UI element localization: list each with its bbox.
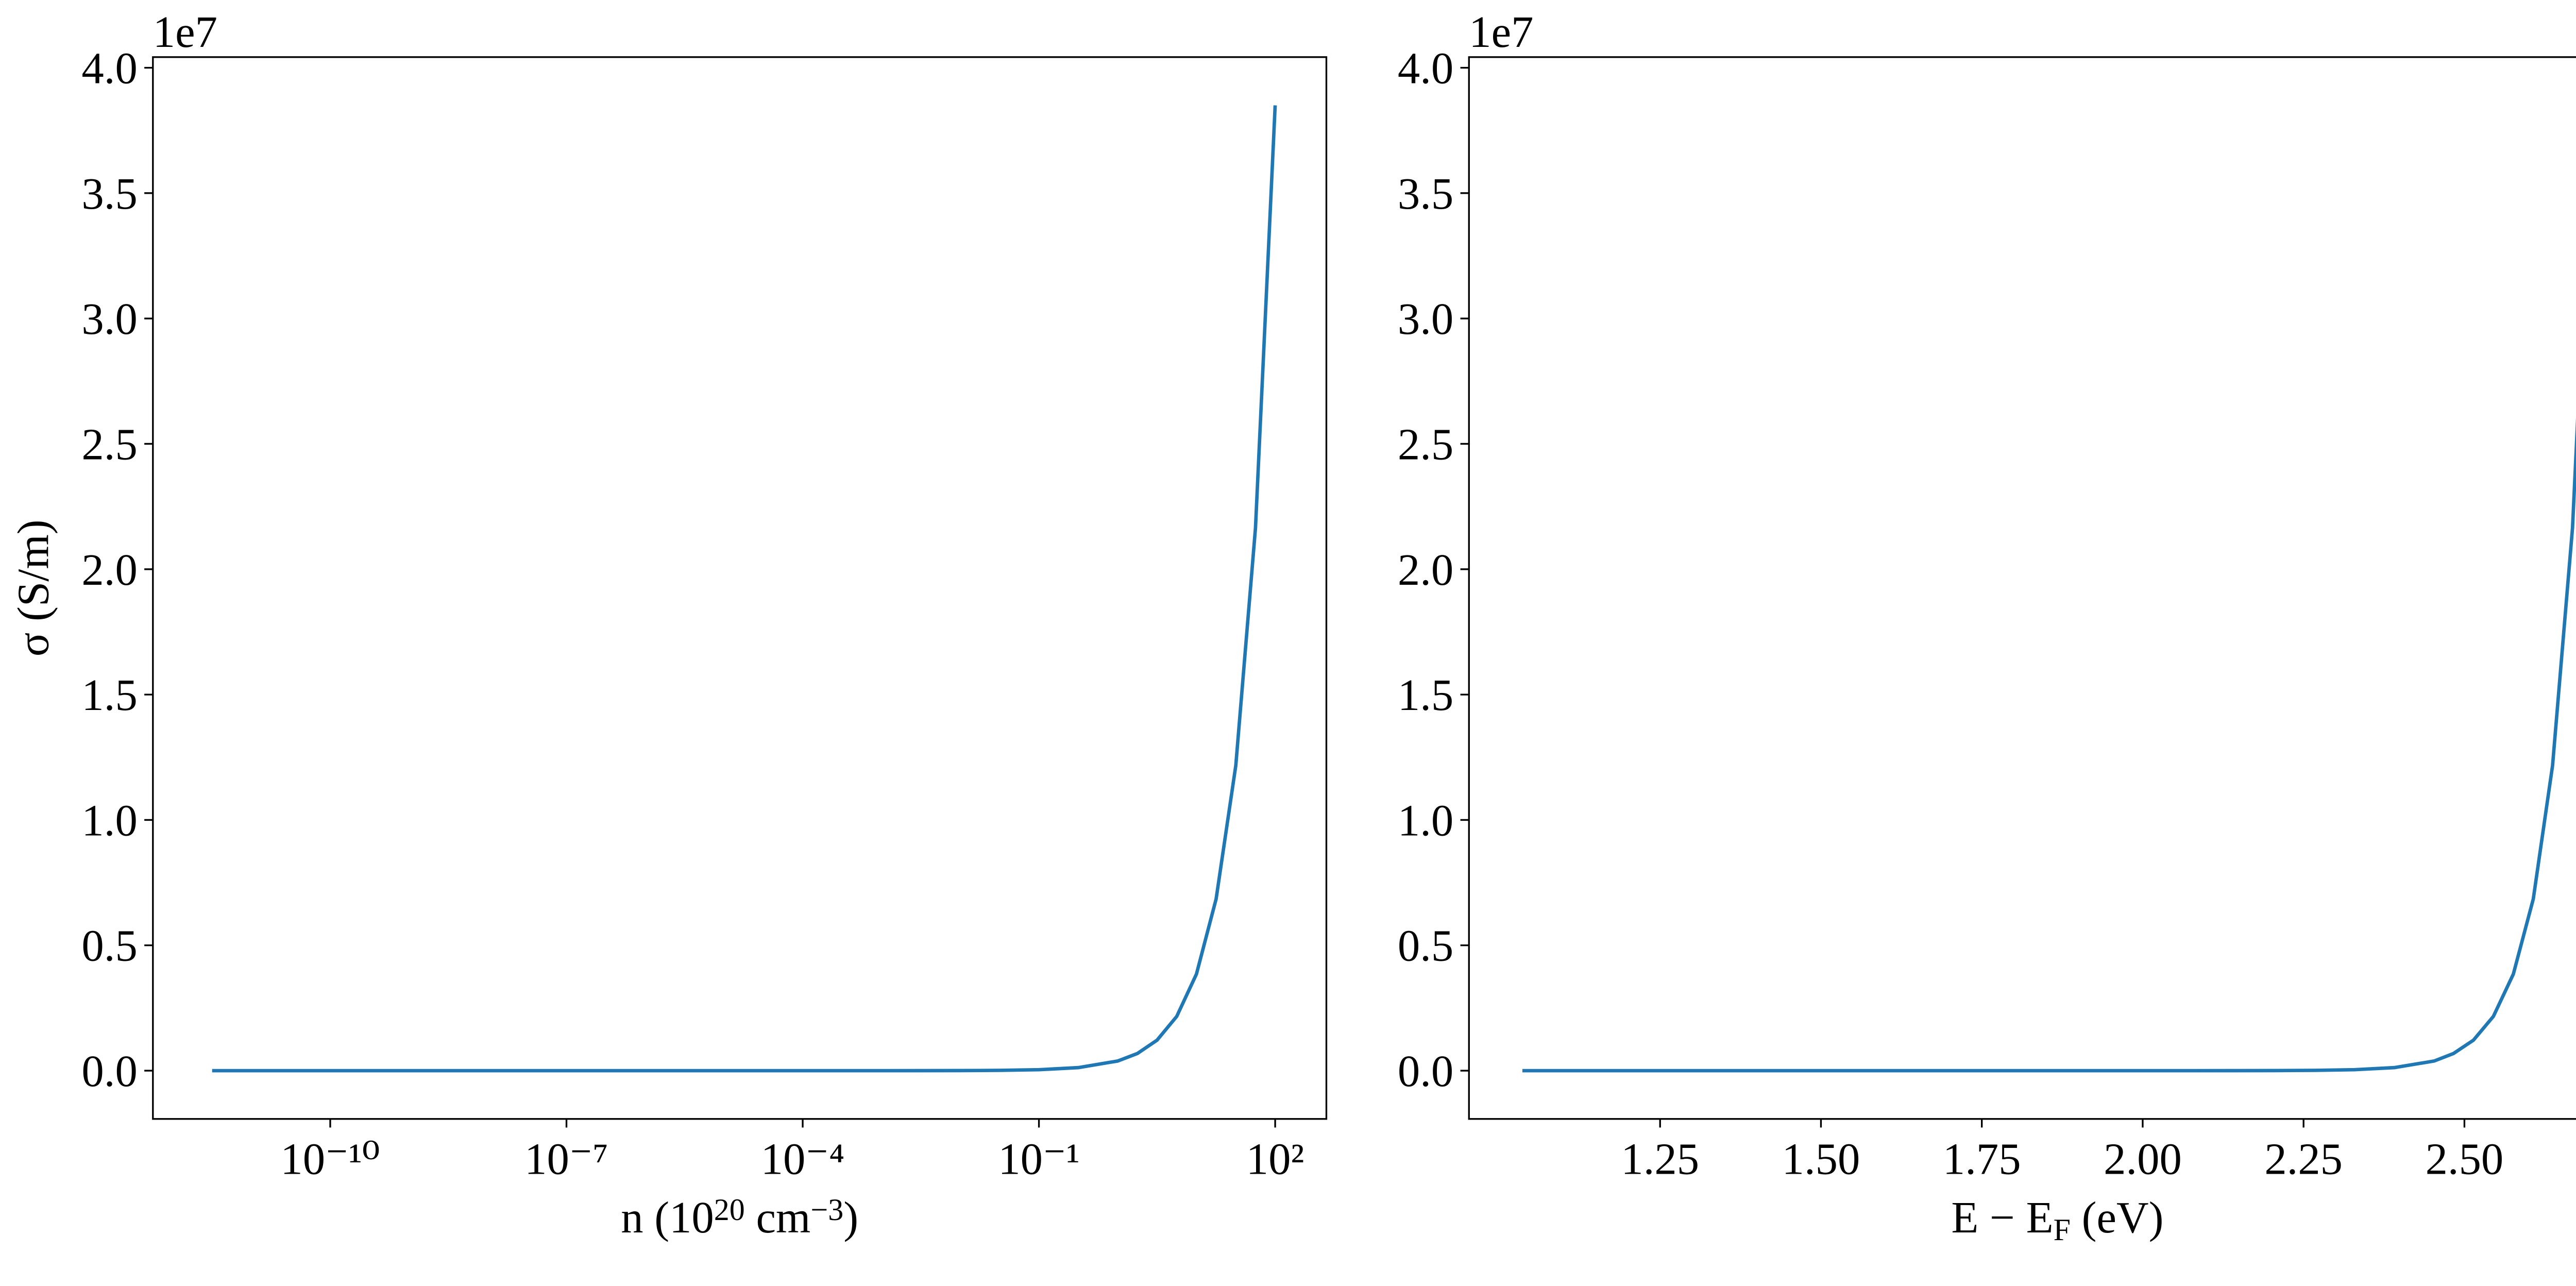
x-tick-label: 10⁻¹⁰ xyxy=(280,1134,380,1183)
x-axis-label-part: ) xyxy=(843,1193,858,1242)
axes-frame xyxy=(152,56,1328,1120)
x-axis-label-part: E − E xyxy=(1951,1193,2053,1242)
y-tick-label: 0.5 xyxy=(1398,921,1453,971)
x-tick-label: 2.50 xyxy=(2426,1134,2504,1183)
x-tick-label: 10⁻¹ xyxy=(998,1134,1079,1183)
y-tick-label: 1.0 xyxy=(1398,796,1453,845)
y-tick-label: 2.5 xyxy=(81,419,137,469)
axes-frame xyxy=(1468,56,2576,1120)
y-tick-label: 1.5 xyxy=(81,670,137,720)
y-tick-label: 1.0 xyxy=(81,796,137,845)
y-tick-label: 0.0 xyxy=(1398,1046,1453,1096)
y-tick-label: 3.5 xyxy=(81,169,137,218)
y-tick-label: 2.0 xyxy=(1398,545,1453,595)
y-tick-label: 2.0 xyxy=(81,545,137,595)
data-line xyxy=(1522,417,2576,1073)
y-axis-label: σ (S/m) xyxy=(8,519,58,656)
x-tick-label: 10⁻⁴ xyxy=(761,1134,845,1183)
x-tick-label: 1.25 xyxy=(1621,1134,1699,1183)
offset-text: 1e7 xyxy=(153,7,217,57)
y-tick-label: 3.0 xyxy=(81,294,137,344)
x-axis-label-part: cm xyxy=(745,1193,811,1242)
x-axis-label-part: 20 xyxy=(714,1193,745,1227)
x-tick-label: 2.25 xyxy=(2264,1134,2343,1183)
x-axis-label-part: n (10 xyxy=(621,1193,714,1242)
x-axis-label-part: (eV) xyxy=(2071,1193,2164,1242)
x-axis-label-part: F xyxy=(2054,1213,2071,1247)
y-tick-label: 4.0 xyxy=(81,44,137,93)
x-axis-label: n (1020 cm−3) xyxy=(621,1193,858,1242)
x-tick-label: 2.00 xyxy=(2104,1134,2182,1183)
y-tick-label: 0.5 xyxy=(81,921,137,971)
y-tick-label: 3.5 xyxy=(1398,169,1453,218)
x-axis-label-part: −3 xyxy=(810,1193,843,1227)
y-tick-label: 4.0 xyxy=(1398,44,1453,93)
y-tick-label: 2.5 xyxy=(1398,419,1453,469)
x-tick-label: 10⁻⁷ xyxy=(524,1134,608,1183)
x-axis-label: E − EF (eV) xyxy=(1951,1193,2163,1247)
y-tick-label: 0.0 xyxy=(81,1046,137,1096)
y-tick-label: 3.0 xyxy=(1398,294,1453,344)
x-tick-label: 1.50 xyxy=(1782,1134,1860,1183)
x-tick-label: 1.75 xyxy=(1943,1134,2021,1183)
x-tick-label: 10² xyxy=(1246,1134,1304,1183)
offset-text: 1e7 xyxy=(1469,7,1533,57)
y-tick-label: 1.5 xyxy=(1398,670,1453,720)
data-line xyxy=(212,105,1277,1073)
